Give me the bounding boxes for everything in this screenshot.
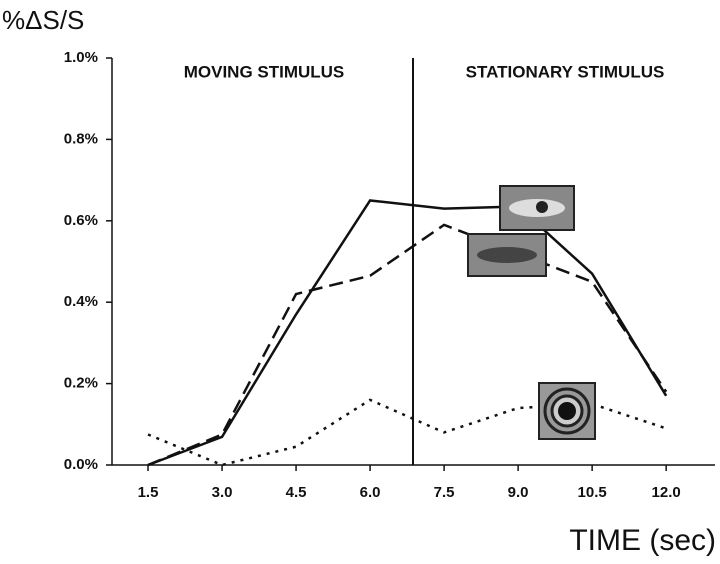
mouth-icon (467, 233, 547, 277)
y-tick-label: 0.4% (64, 293, 98, 310)
y-axis-label: %ΔS/S (2, 5, 84, 35)
data-line (147, 223, 668, 467)
x-tick-label: 12.0 (652, 484, 681, 501)
data-line (147, 398, 667, 467)
x-axis-label: TIME (sec) (569, 524, 716, 557)
x-tick-label: 6.0 (360, 484, 381, 501)
annotation: MOVING STIMULUS (184, 62, 345, 81)
x-tick-label: 7.5 (434, 484, 455, 501)
y-tick-label: 0.2% (64, 375, 98, 392)
y-tick-label: 0.0% (64, 456, 98, 473)
eye-icon (499, 185, 575, 231)
x-tick-label: 1.5 (138, 484, 159, 501)
x-tick-label: 4.5 (286, 484, 307, 501)
data-line (147, 199, 668, 467)
annotation: STATIONARY STIMULUS (466, 62, 665, 81)
x-tick-label: 9.0 (508, 484, 529, 501)
y-tick-label: 0.8% (64, 130, 98, 147)
y-tick-label: 1.0% (64, 49, 98, 66)
x-tick-label: 3.0 (212, 484, 233, 501)
x-tick-label: 10.5 (578, 484, 607, 501)
target-icon (538, 382, 596, 440)
y-tick-label: 0.6% (64, 212, 98, 229)
